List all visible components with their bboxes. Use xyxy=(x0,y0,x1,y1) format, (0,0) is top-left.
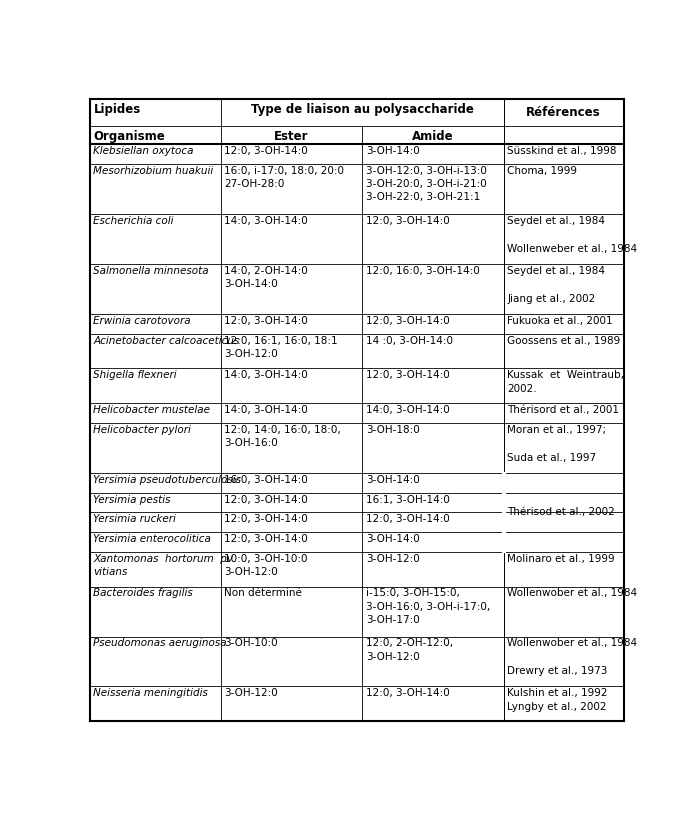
Text: 14:0, 3-OH-14:0: 14:0, 3-OH-14:0 xyxy=(224,216,308,226)
Text: Molinaro et al., 1999: Molinaro et al., 1999 xyxy=(507,554,615,563)
Text: 12:0, 16:0, 3-OH-14:0: 12:0, 16:0, 3-OH-14:0 xyxy=(366,266,480,276)
Text: 14:0, 2-OH-14:0
3-OH-14:0: 14:0, 2-OH-14:0 3-OH-14:0 xyxy=(224,266,308,289)
Text: 12:0, 3-OH-14:0: 12:0, 3-OH-14:0 xyxy=(366,689,450,698)
Text: 14:0, 3-OH-14:0: 14:0, 3-OH-14:0 xyxy=(366,405,450,415)
Text: Wollenwober et al., 1984: Wollenwober et al., 1984 xyxy=(507,589,638,598)
Text: 12:0, 14:0, 16:0, 18:0,
3-OH-16:0: 12:0, 14:0, 16:0, 18:0, 3-OH-16:0 xyxy=(224,425,341,448)
Text: 12:0, 16:1, 16:0, 18:1
3-OH-12:0: 12:0, 16:1, 16:0, 18:1 3-OH-12:0 xyxy=(224,335,338,359)
Text: 16:0, i-17:0, 18:0, 20:0
27-OH-28:0: 16:0, i-17:0, 18:0, 20:0 27-OH-28:0 xyxy=(224,166,345,189)
Text: Thérisod et al., 2002: Thérisod et al., 2002 xyxy=(507,507,615,518)
Text: Xantomonas  hortorum  pv.
vitians: Xantomonas hortorum pv. vitians xyxy=(93,554,236,577)
Text: Seydel et al., 1984

Jiang et al., 2002: Seydel et al., 1984 Jiang et al., 2002 xyxy=(507,266,606,304)
Text: 12:0, 2-OH-12:0,
3-OH-12:0: 12:0, 2-OH-12:0, 3-OH-12:0 xyxy=(366,638,453,662)
Text: i-15:0, 3-OH-15:0,
3-OH-16:0, 3-OH-i-17:0,
3-OH-17:0: i-15:0, 3-OH-15:0, 3-OH-16:0, 3-OH-i-17:… xyxy=(366,589,490,625)
Text: 12:0, 3-OH-14:0: 12:0, 3-OH-14:0 xyxy=(224,495,308,505)
Text: Klebsiellan oxytoca: Klebsiellan oxytoca xyxy=(93,147,194,156)
Text: Wollenwober et al., 1984

Drewry et al., 1973: Wollenwober et al., 1984 Drewry et al., … xyxy=(507,638,638,676)
Text: Seydel et al., 1984

Wollenweber et al., 1984: Seydel et al., 1984 Wollenweber et al., … xyxy=(507,216,638,254)
Text: 3-OH-14:0: 3-OH-14:0 xyxy=(366,475,420,485)
Text: 3-OH-14:0: 3-OH-14:0 xyxy=(366,147,420,156)
Text: Thérisord et al., 2001: Thérisord et al., 2001 xyxy=(507,405,619,415)
Text: Yersimia ruckeri: Yersimia ruckeri xyxy=(93,514,176,524)
Text: 3-OH-14:0: 3-OH-14:0 xyxy=(366,534,420,544)
Text: Goossens et al., 1989: Goossens et al., 1989 xyxy=(507,335,621,345)
Text: 14:0, 3-OH-14:0: 14:0, 3-OH-14:0 xyxy=(224,405,308,415)
Text: Pseudomonas aeruginosa: Pseudomonas aeruginosa xyxy=(93,638,227,649)
Text: 12:0, 3-OH-14:0: 12:0, 3-OH-14:0 xyxy=(366,514,450,524)
Text: Choma, 1999: Choma, 1999 xyxy=(507,166,577,176)
Text: 10:0, 3-OH-10:0
3-OH-12:0: 10:0, 3-OH-10:0 3-OH-12:0 xyxy=(224,554,308,577)
Text: 14 :0, 3-OH-14:0: 14 :0, 3-OH-14:0 xyxy=(366,335,453,345)
Text: Kulshin et al., 1992
Lyngby et al., 2002: Kulshin et al., 1992 Lyngby et al., 2002 xyxy=(507,689,608,712)
Text: Références: Références xyxy=(526,106,601,119)
Text: Yersimia pestis: Yersimia pestis xyxy=(93,495,171,505)
Text: 12:0, 3-OH-14:0: 12:0, 3-OH-14:0 xyxy=(366,316,450,326)
Text: Yersimia enterocolitica: Yersimia enterocolitica xyxy=(93,534,212,544)
Text: 12:0, 3-OH-14:0: 12:0, 3-OH-14:0 xyxy=(224,147,308,156)
Text: Neisseria meningitidis: Neisseria meningitidis xyxy=(93,689,208,698)
Text: Helicobacter mustelae: Helicobacter mustelae xyxy=(93,405,210,415)
Text: Kussak  et  Weintraub,
2002.: Kussak et Weintraub, 2002. xyxy=(507,370,624,394)
Text: 3-OH-18:0: 3-OH-18:0 xyxy=(366,425,420,435)
Text: 3-OH-10:0: 3-OH-10:0 xyxy=(224,638,278,649)
Text: 12:0, 3-OH-14:0: 12:0, 3-OH-14:0 xyxy=(224,534,308,544)
Text: Moran et al., 1997;

Suda et al., 1997: Moran et al., 1997; Suda et al., 1997 xyxy=(507,425,606,463)
Text: 12:0, 3-OH-14:0: 12:0, 3-OH-14:0 xyxy=(224,514,308,524)
Text: Süsskind et al., 1998: Süsskind et al., 1998 xyxy=(507,147,617,156)
Text: Escherichia coli: Escherichia coli xyxy=(93,216,174,226)
Text: Acinetobacter calcoaceticus: Acinetobacter calcoaceticus xyxy=(93,335,240,345)
Text: Type de liaison au polysaccharide: Type de liaison au polysaccharide xyxy=(251,103,473,116)
Text: Lipides: Lipides xyxy=(93,103,141,116)
Text: 3-OH-12:0: 3-OH-12:0 xyxy=(224,689,278,698)
Text: 14:0, 3-OH-14:0: 14:0, 3-OH-14:0 xyxy=(224,370,308,380)
Text: Non déterminé: Non déterminé xyxy=(224,589,302,598)
Text: 16:1, 3-OH-14:0: 16:1, 3-OH-14:0 xyxy=(366,495,450,505)
Text: Helicobacter pylori: Helicobacter pylori xyxy=(93,425,191,435)
Text: Amide: Amide xyxy=(412,130,454,143)
Text: 3-OH-12:0: 3-OH-12:0 xyxy=(366,554,420,563)
Text: Organisme: Organisme xyxy=(93,130,165,143)
Text: Yersimia pseudotuberculosis: Yersimia pseudotuberculosis xyxy=(93,475,242,485)
Text: 12:0, 3-OH-14:0: 12:0, 3-OH-14:0 xyxy=(224,316,308,326)
Text: 3-OH-12:0, 3-OH-i-13:0
3-OH-20:0, 3-OH-i-21:0
3-OH-22:0, 3-OH-21:1: 3-OH-12:0, 3-OH-i-13:0 3-OH-20:0, 3-OH-i… xyxy=(366,166,487,203)
Text: Shigella flexneri: Shigella flexneri xyxy=(93,370,177,380)
Text: 12:0, 3-OH-14:0: 12:0, 3-OH-14:0 xyxy=(366,370,450,380)
Text: Mesorhizobium huakuii: Mesorhizobium huakuii xyxy=(93,166,214,176)
Text: Salmonella minnesota: Salmonella minnesota xyxy=(93,266,209,276)
Text: Erwinia carotovora: Erwinia carotovora xyxy=(93,316,191,326)
Text: Ester: Ester xyxy=(274,130,308,143)
Text: 12:0, 3-OH-14:0: 12:0, 3-OH-14:0 xyxy=(366,216,450,226)
Text: 16:0, 3-OH-14:0: 16:0, 3-OH-14:0 xyxy=(224,475,308,485)
Text: Fukuoka et al., 2001: Fukuoka et al., 2001 xyxy=(507,316,613,326)
Text: Bacteroides fragilis: Bacteroides fragilis xyxy=(93,589,193,598)
